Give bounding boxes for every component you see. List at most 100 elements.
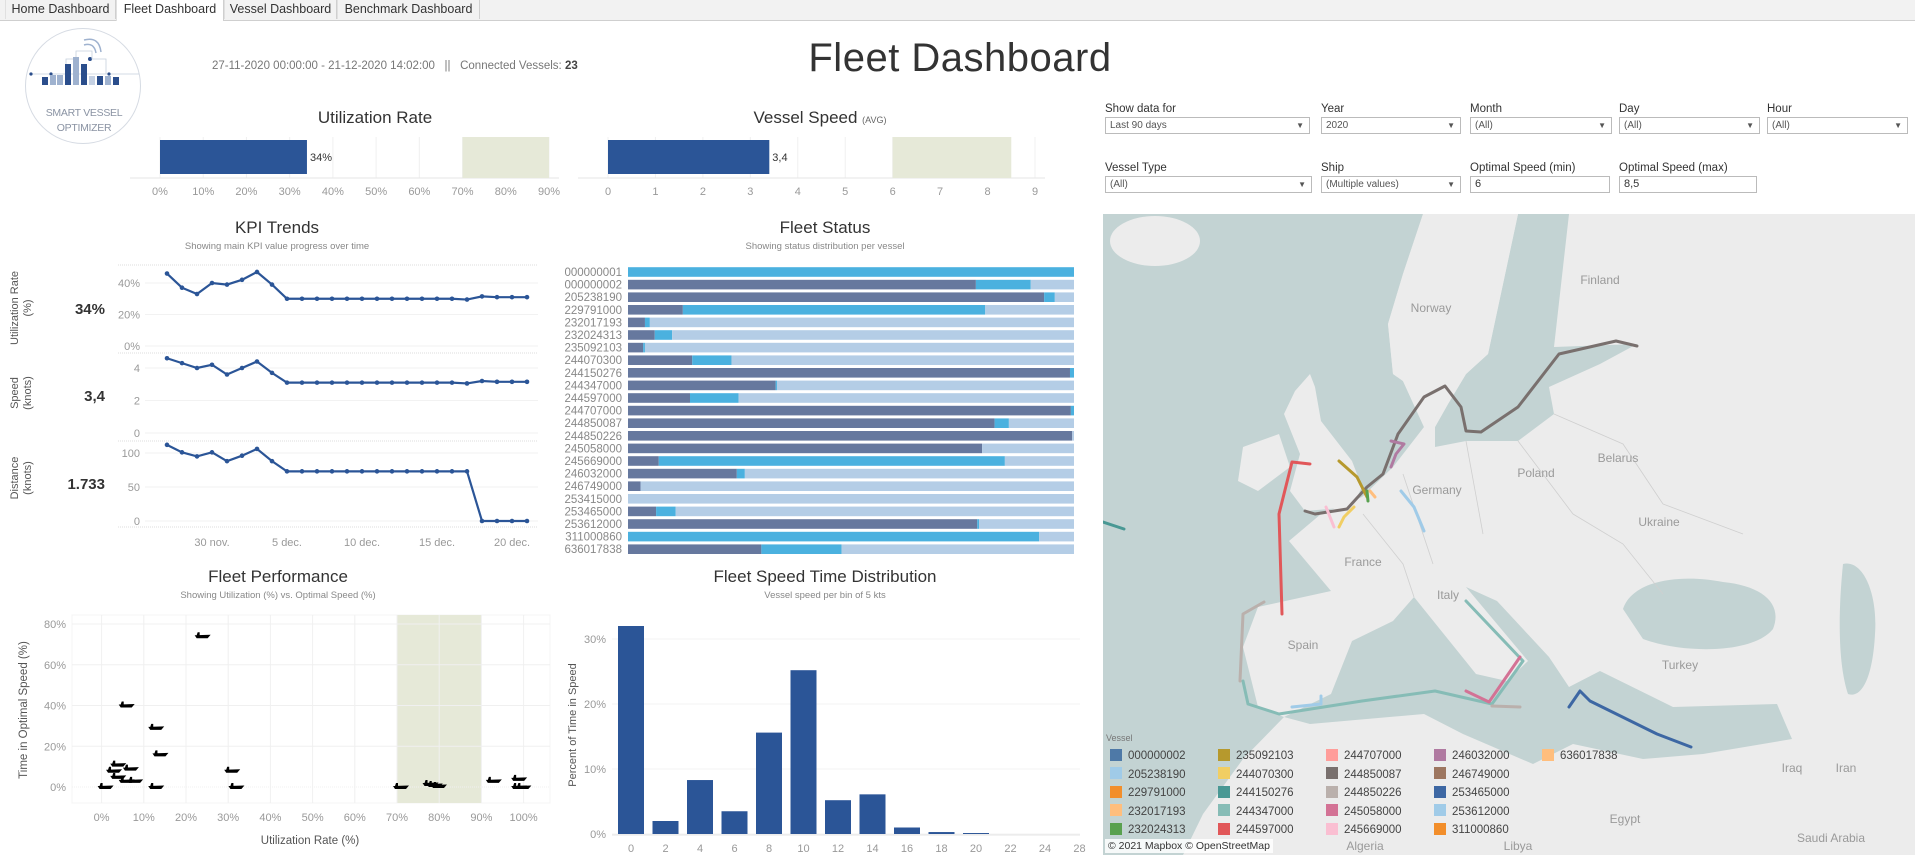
month-dropdown[interactable]: (All) ▼ — [1470, 117, 1612, 134]
legend-item-636017838[interactable]: 636017838 — [1542, 748, 1618, 763]
tab-fleet-dashboard[interactable]: Fleet Dashboard — [116, 0, 224, 21]
legend-swatch — [1434, 767, 1446, 780]
map-attribution[interactable]: © 2021 Mapbox © OpenStreetMap — [1105, 839, 1273, 853]
fleet-status-segment — [628, 355, 693, 365]
scatter-y-tick-label: 0% — [50, 782, 66, 794]
vessel-speed-tick-label: 2 — [700, 186, 706, 198]
legend-item-000000002[interactable]: 000000002 — [1110, 748, 1186, 763]
fleet-status-segment — [1070, 405, 1074, 416]
histogram-x-tick-label: 4 — [697, 843, 703, 855]
legend-item-244850226[interactable]: 244850226 — [1326, 785, 1402, 800]
tab-vessel-dashboard[interactable]: Vessel Dashboard — [224, 0, 337, 19]
kpi-data-point — [479, 294, 485, 299]
tab-home-dashboard[interactable]: Home Dashboard — [5, 0, 116, 19]
fleet-status-segment — [979, 519, 1074, 529]
dashboard-tab-bar: Home Dashboard Fleet Dashboard Vessel Da… — [0, 0, 1915, 21]
legend-item-253465000[interactable]: 253465000 — [1434, 785, 1510, 800]
optimal-speed-min-input[interactable]: 6 — [1470, 176, 1610, 193]
legend-item-229791000[interactable]: 229791000 — [1110, 785, 1186, 800]
ship-icon — [194, 632, 211, 639]
legend-item-311000860[interactable]: 311000860 — [1434, 822, 1509, 837]
vessel-route-205238190 — [1399, 489, 1426, 533]
country-label: Italy — [1437, 588, 1459, 602]
kpi-data-point — [179, 285, 185, 291]
fleet-status-segment — [1044, 292, 1055, 302]
year-dropdown[interactable]: 2020 ▼ — [1321, 117, 1461, 134]
country-label: France — [1344, 555, 1382, 569]
kpi-axis-title: Utilization Rate(%) — [9, 271, 34, 345]
legend-item-244850087[interactable]: 244850087 — [1326, 767, 1402, 782]
optimal-speed-max-input[interactable]: 8,5 — [1619, 176, 1757, 193]
histogram-bar — [790, 670, 817, 834]
legend-item-244347000[interactable]: 244347000 — [1218, 804, 1294, 819]
legend-item-244150276[interactable]: 244150276 — [1218, 785, 1294, 800]
vessel-speed-tick-label: 4 — [795, 186, 801, 198]
legend-item-244597000[interactable]: 244597000 — [1218, 822, 1294, 837]
scatter-x-tick-label: 80% — [428, 812, 450, 824]
fleet-status-segment — [731, 355, 1074, 365]
kpi-data-point — [524, 379, 530, 385]
kpi-data-point — [419, 469, 425, 474]
legend-item-235092103[interactable]: 235092103 — [1218, 748, 1294, 763]
hour-value: (All) — [1772, 120, 1790, 131]
kpi-data-point — [164, 271, 170, 276]
legend-label: 244707000 — [1344, 750, 1402, 762]
ship-icon — [393, 783, 409, 789]
vessel-route-map[interactable]: Finland Norway Poland Belarus Germany Ukraine… — [1103, 214, 1915, 855]
legend-item-205238190[interactable]: 205238190 — [1110, 767, 1186, 782]
legend-label: 244070300 — [1236, 768, 1294, 781]
kpi-data-point — [224, 372, 230, 377]
country-label: Iran — [1836, 761, 1857, 775]
legend-item-246032000[interactable]: 246032000 — [1434, 748, 1510, 763]
kpi-series-line — [166, 443, 527, 523]
histogram-x-tick-label: 16 — [901, 843, 913, 855]
legend-item-232024313[interactable]: 232024313 — [1110, 822, 1186, 837]
histogram-bar — [687, 780, 713, 834]
kpi-data-point — [254, 269, 260, 275]
day-dropdown[interactable]: (All) ▼ — [1619, 117, 1760, 134]
filter-label-hour: Hour — [1767, 103, 1792, 115]
ship-dropdown[interactable]: (Multiple values) ▼ — [1321, 176, 1461, 193]
legend-item-246749000[interactable]: 246749000 — [1434, 767, 1510, 782]
speed-distribution-subtitle: Vessel speed per bin of 5 kts — [764, 590, 886, 601]
vessel-type-dropdown[interactable]: (All) ▼ — [1105, 176, 1312, 193]
legend-item-245669000[interactable]: 245669000 — [1326, 822, 1402, 837]
country-label: Spain — [1288, 638, 1319, 652]
fleet-status-vessel-label: 235092103 — [564, 343, 622, 355]
ship-icon — [97, 783, 114, 789]
tab-benchmark-dashboard[interactable]: Benchmark Dashboard — [337, 0, 480, 19]
filter-label-year: Year — [1321, 103, 1345, 115]
fleet-status-segment — [628, 342, 644, 353]
scatter-x-tick-label: 0% — [94, 812, 110, 824]
legend-item-244707000[interactable]: 244707000 — [1326, 748, 1402, 763]
legend-item-253612000[interactable]: 253612000 — [1434, 804, 1510, 819]
vessel-speed-tick-label: 3 — [747, 186, 753, 198]
histogram-x-tick-label: 18 — [935, 843, 947, 855]
legend-label: 636017838 — [1560, 750, 1618, 762]
legend-swatch — [1110, 767, 1122, 780]
legend-label: 246032000 — [1452, 750, 1510, 762]
kpi-data-point — [374, 380, 380, 385]
legend-item-232017193[interactable]: 232017193 — [1110, 804, 1186, 819]
kpi-trends-subtitle: Showing main KPI value progress over tim… — [184, 241, 370, 252]
map-canvas[interactable]: Finland Norway Poland Belarus Germany Ukraine… — [1103, 214, 1915, 855]
kpi-data-point — [449, 296, 455, 302]
vessel-speed-tick-label: 8 — [984, 186, 990, 198]
scatter-y-tick-label: 20% — [44, 741, 66, 753]
legend-item-244070300[interactable]: 244070300 — [1218, 767, 1294, 782]
fleet-status-vessel-label: 244070300 — [564, 355, 622, 367]
hour-dropdown[interactable]: (All) ▼ — [1767, 117, 1908, 134]
legend-label: 000000002 — [1128, 750, 1186, 762]
fleet-status-segment — [1054, 292, 1074, 302]
show-data-for-dropdown[interactable]: Last 90 days ▼ — [1105, 117, 1310, 134]
kpi-data-point — [269, 282, 275, 287]
kpi-data-point — [359, 469, 365, 474]
kpi-data-point — [464, 469, 470, 474]
fleet-status-vessel-label: 253415000 — [564, 494, 622, 506]
kpi-data-point — [209, 450, 215, 455]
legend-swatch — [1110, 785, 1122, 798]
fleet-status-vessel-label: 229791000 — [564, 305, 622, 317]
legend-item-245058000[interactable]: 245058000 — [1326, 804, 1402, 819]
kpi-data-point — [164, 355, 170, 361]
